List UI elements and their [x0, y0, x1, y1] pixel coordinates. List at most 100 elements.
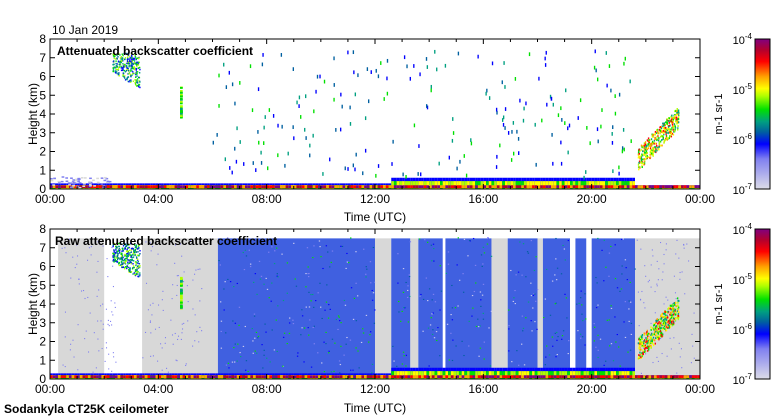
heatmap-cell	[656, 375, 660, 379]
heatmap-cell	[355, 152, 357, 157]
heatmap-cell	[198, 375, 202, 379]
heatmap-cell	[616, 333, 618, 336]
heatmap-cell	[124, 267, 126, 270]
heatmap-cell	[299, 185, 302, 189]
heatmap-cell	[663, 128, 666, 131]
heatmap-cell	[71, 185, 75, 189]
heatmap-cell	[499, 375, 503, 379]
heatmap-cell	[166, 367, 168, 369]
heatmap-cell	[659, 126, 662, 129]
heatmap-cell	[583, 371, 587, 379]
heatmap-cell	[641, 162, 643, 165]
heatmap-cell	[242, 251, 244, 254]
heatmap-cell	[313, 306, 315, 308]
heatmap-cell	[677, 111, 679, 114]
heatmap-cell	[431, 181, 435, 189]
heatmap-cell	[181, 332, 183, 334]
heatmap-cell	[561, 185, 565, 189]
heatmap-cell	[421, 185, 424, 189]
heatmap-cell	[678, 306, 680, 309]
heatmap-cell	[120, 67, 123, 69]
heatmap-cell	[133, 251, 136, 254]
heatmap-cell	[580, 375, 584, 379]
heatmap-cell	[672, 133, 675, 136]
heatmap-cell	[276, 247, 278, 249]
heatmap-cell	[362, 171, 364, 176]
heatmap-cell	[670, 305, 672, 307]
heatmap-cell	[672, 320, 675, 323]
heatmap-cell	[268, 108, 271, 112]
heatmap-cell	[644, 339, 646, 342]
heatmap-cell	[482, 283, 485, 285]
heatmap-cell	[236, 282, 239, 285]
heatmap-cell	[63, 375, 67, 379]
heatmap-cell	[399, 320, 402, 322]
heatmap-cell	[136, 271, 138, 274]
heatmap-cell	[672, 315, 674, 317]
heatmap-cell	[664, 126, 667, 129]
heatmap-cell	[632, 181, 635, 189]
plot-frame	[49, 38, 701, 190]
heatmap-cell	[185, 185, 189, 189]
heatmap-cell	[661, 125, 663, 128]
heatmap-cell	[380, 61, 382, 65]
heatmap-cell	[545, 50, 547, 55]
heatmap-cell	[679, 271, 681, 274]
heatmap-cell	[117, 375, 121, 379]
heatmap-cell	[650, 340, 652, 343]
heatmap-cell	[559, 181, 562, 189]
heatmap-cell	[462, 291, 465, 293]
heatmap-cell	[334, 342, 336, 344]
heatmap-cell	[276, 350, 278, 353]
heatmap-cell	[352, 50, 355, 55]
heatmap-cell	[190, 185, 194, 189]
heatmap-cell	[579, 98, 582, 103]
heatmap-cell	[570, 181, 573, 189]
heatmap-cell	[579, 297, 582, 299]
heatmap-cell	[425, 57, 428, 61]
heatmap-cell	[123, 258, 126, 261]
heatmap-cell	[639, 166, 641, 169]
heatmap-cell	[276, 275, 278, 277]
heatmap-cell	[307, 273, 309, 275]
heatmap-cell	[345, 375, 348, 379]
heatmap-cell	[131, 74, 133, 76]
heatmap-cell	[440, 290, 443, 292]
heatmap-cell	[469, 185, 473, 189]
heatmap-cell	[368, 341, 370, 343]
heatmap-cell	[326, 185, 329, 189]
heatmap-cell	[656, 130, 658, 133]
heatmap-cell	[649, 143, 651, 145]
heatmap-cell	[111, 324, 113, 326]
heatmap-cell	[642, 162, 644, 165]
heatmap-cell	[517, 364, 520, 366]
heatmap-cell	[434, 181, 438, 189]
heatmap-cell	[120, 255, 123, 257]
heatmap-cell	[659, 128, 662, 131]
y-axis-label: Height (km)	[26, 273, 40, 335]
heatmap-cell	[643, 344, 645, 347]
heatmap-cell	[669, 337, 671, 339]
heatmap-cell	[636, 239, 638, 241]
heatmap-cell	[666, 327, 668, 329]
heatmap-cell	[323, 79, 326, 84]
heatmap-cell	[674, 126, 677, 129]
heatmap-cell	[89, 177, 92, 180]
heatmap-cell	[641, 337, 643, 339]
heatmap-cell	[431, 185, 435, 189]
heatmap-cell	[639, 341, 641, 344]
heatmap-cell	[72, 179, 76, 181]
heatmap-cell	[365, 266, 367, 268]
heatmap-cell	[402, 371, 405, 379]
heatmap-cell	[74, 267, 76, 269]
heatmap-cell	[161, 185, 164, 189]
heatmap-cell	[491, 181, 495, 189]
heatmap-cell	[231, 375, 235, 379]
heatmap-cell	[268, 251, 270, 253]
heatmap-cell	[613, 181, 617, 189]
heatmap-cell	[114, 306, 116, 309]
heatmap-cell	[118, 75, 120, 77]
heatmap-cell	[380, 185, 384, 189]
heatmap-cell	[120, 256, 122, 259]
heatmap-cell	[123, 185, 126, 189]
